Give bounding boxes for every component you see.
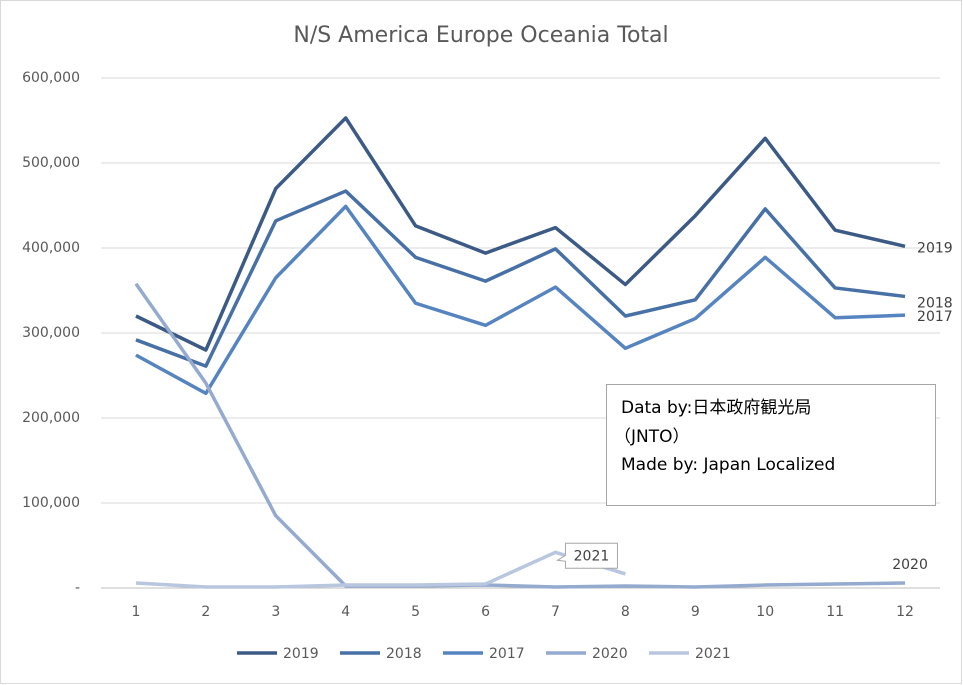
- note-box: [606, 384, 936, 506]
- y-tick-label: 500,000: [22, 155, 80, 171]
- series-line: [135, 204, 906, 396]
- series-label: 2021: [574, 548, 610, 564]
- series-label: 2018: [917, 295, 953, 311]
- x-tick-label: 8: [621, 604, 630, 620]
- legend-label: 2018: [386, 646, 422, 662]
- x-tick-label: 10: [756, 604, 774, 620]
- series-label: 2020: [892, 557, 928, 573]
- x-tick-label: 3: [271, 604, 280, 620]
- chart-title: N/S America Europe Oceania Total: [293, 23, 668, 48]
- series-label: 2017: [917, 309, 953, 325]
- legend-label: 2020: [592, 646, 628, 662]
- callout-box: [555, 542, 618, 569]
- y-tick-label: 400,000: [22, 240, 80, 256]
- x-tick-label: 11: [826, 604, 844, 620]
- x-tick-label: 6: [481, 604, 490, 620]
- series-line: [135, 116, 906, 352]
- y-tick-label: 100,000: [22, 495, 80, 511]
- y-tick-label: 600,000: [22, 70, 80, 86]
- legend-label: 2019: [283, 646, 319, 662]
- x-tick-label: 2: [201, 604, 210, 620]
- x-tick-label: 1: [131, 604, 140, 620]
- note-line: Made by: Japan Localized: [621, 455, 835, 475]
- note-line: （JNTO）: [614, 427, 690, 447]
- x-tick-label: 12: [896, 604, 914, 620]
- series-line: [134, 282, 906, 589]
- series-line: [135, 550, 626, 589]
- x-tick-label: 9: [691, 604, 700, 620]
- y-tick-label: 200,000: [22, 410, 80, 426]
- y-tick-label: -: [75, 580, 80, 596]
- legend-label: 2017: [489, 646, 525, 662]
- series-label: 2019: [917, 240, 953, 256]
- x-tick-label: 7: [551, 604, 560, 620]
- legend-label: 2021: [695, 646, 731, 662]
- x-tick-label: 5: [411, 604, 420, 620]
- series-line: [135, 189, 906, 368]
- note-line: Data by:日本政府観光局: [621, 398, 811, 418]
- x-tick-label: 4: [341, 604, 350, 620]
- y-tick-label: 300,000: [22, 325, 80, 341]
